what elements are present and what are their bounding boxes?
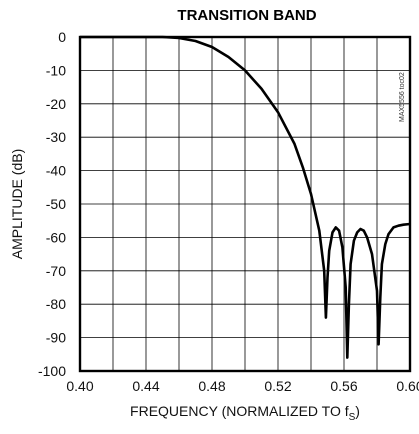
x-tick-label: 0.56 (330, 378, 357, 394)
y-tick-label: -80 (46, 296, 66, 312)
x-axis-label-main: FREQUENCY (NORMALIZED TO f (130, 403, 349, 419)
series-line (80, 35, 411, 359)
x-tick-label: 0.60 (396, 378, 419, 394)
x-axis-label-subscript: S (349, 412, 356, 423)
y-tick-label: -90 (46, 330, 66, 346)
x-tick-labels: 0.40 0.44 0.48 0.52 0.56 0.60 (66, 378, 419, 394)
x-axis-label: FREQUENCY (NORMALIZED TO fS) (130, 403, 360, 423)
plot-frame (78, 35, 412, 373)
y-tick-label: -30 (46, 129, 66, 145)
x-tick-label: 0.40 (66, 378, 93, 394)
chart-title: TRANSITION BAND (177, 7, 316, 24)
y-tick-label: -40 (46, 163, 66, 179)
x-tick-label: 0.44 (132, 378, 159, 394)
y-tick-labels: 0 -10 -20 -30 -40 -50 -60 -70 -80 -90 -100 (38, 29, 66, 379)
y-tick-label: -100 (38, 363, 66, 379)
y-tick-label: -50 (46, 196, 66, 212)
x-tick-label: 0.52 (264, 378, 291, 394)
x-tick-label: 0.48 (198, 378, 225, 394)
y-axis-label: AMPLITUDE (dB) (9, 149, 25, 259)
y-tick-label: -10 (46, 62, 66, 78)
y-tick-label: 0 (58, 29, 66, 45)
y-tick-label: -60 (46, 229, 66, 245)
y-tick-label: -70 (46, 263, 66, 279)
x-axis-label-end: ) (355, 403, 360, 419)
figure-code: MAX5556 toc02 (399, 72, 406, 122)
grid (80, 37, 410, 371)
y-tick-label: -20 (46, 96, 66, 112)
